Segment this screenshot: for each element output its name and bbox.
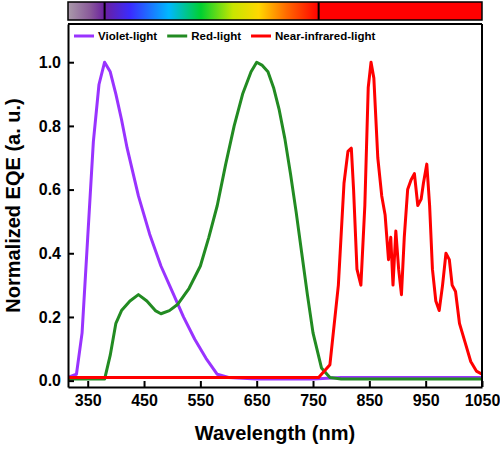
series-line bbox=[68, 62, 482, 379]
tick: 350 bbox=[75, 381, 102, 409]
legend-item: Violet-light bbox=[74, 30, 157, 42]
tick-mark bbox=[200, 381, 202, 387]
tick-label: 650 bbox=[244, 392, 271, 409]
tick-mark bbox=[68, 189, 74, 191]
tick: 850 bbox=[356, 381, 383, 409]
lines bbox=[68, 62, 482, 379]
legend-label: Near-infrared-light bbox=[275, 30, 375, 42]
tick-label: 850 bbox=[356, 392, 383, 409]
tick-label: 0.8 bbox=[39, 118, 61, 135]
tick-mark bbox=[144, 381, 146, 387]
tick: 650 bbox=[244, 381, 271, 409]
spectrum-edge bbox=[318, 2, 320, 20]
tick-label: 950 bbox=[413, 392, 440, 409]
axis-line bbox=[68, 25, 70, 388]
plot-area: 350 450 550 650 750 850 950 1050 0.0 0.2 0.4 0.6 0.8… bbox=[39, 2, 500, 409]
tick-mark bbox=[369, 381, 371, 387]
chart-container: 350 450 550 650 750 850 950 1050 0.0 0.2 0.4 0.6 0.8… bbox=[0, 0, 500, 450]
legend: Violet-light Red-light Near-infrared-light bbox=[74, 30, 376, 42]
series-line bbox=[68, 62, 482, 379]
tick-mark bbox=[68, 125, 74, 127]
tick-label: 1050 bbox=[465, 392, 500, 409]
tick-mark bbox=[313, 381, 315, 387]
legend-swatch bbox=[74, 35, 94, 38]
axis-line bbox=[69, 387, 483, 389]
spectrum-edge bbox=[104, 2, 106, 20]
tick-label: 0.4 bbox=[39, 245, 61, 262]
tick: 1.0 bbox=[39, 54, 74, 71]
spectrum-bar bbox=[68, 2, 482, 20]
tick-label: 350 bbox=[75, 392, 102, 409]
tick-mark bbox=[87, 381, 89, 387]
spectrum-strip bbox=[68, 2, 482, 20]
tick: 950 bbox=[413, 381, 440, 409]
legend-label: Red-light bbox=[191, 30, 241, 42]
frame-top bbox=[68, 23, 482, 25]
tick: 0.4 bbox=[39, 245, 74, 262]
chart-svg: 350 450 550 650 750 850 950 1050 0.0 0.2 0.4 0.6 0.8… bbox=[0, 0, 500, 450]
tick-label: 750 bbox=[300, 392, 327, 409]
tick-label: 550 bbox=[188, 392, 215, 409]
y-axis: 0.0 0.2 0.4 0.6 0.8 1.0 bbox=[39, 25, 74, 390]
legend-swatch bbox=[251, 35, 271, 38]
tick-label: 0.2 bbox=[39, 309, 61, 326]
tick: 750 bbox=[300, 381, 327, 409]
tick-mark bbox=[68, 253, 74, 255]
legend-item: Near-infrared-light bbox=[251, 30, 375, 42]
tick-label: 450 bbox=[131, 392, 158, 409]
tick: 0.6 bbox=[39, 181, 74, 198]
tick: 0.0 bbox=[39, 372, 74, 389]
y-axis-title: Normalized EQE (a. u.) bbox=[2, 98, 24, 312]
frame-right bbox=[481, 24, 483, 387]
tick-label: 0.0 bbox=[39, 372, 61, 389]
tick: 0.8 bbox=[39, 118, 74, 135]
series-line bbox=[68, 62, 482, 377]
x-axis: 350 450 550 650 750 850 950 1050 bbox=[69, 381, 500, 409]
tick-mark bbox=[256, 381, 258, 387]
tick-mark bbox=[425, 381, 427, 387]
tick: 0.2 bbox=[39, 309, 74, 326]
legend-label: Violet-light bbox=[98, 30, 157, 42]
tick-label: 0.6 bbox=[39, 181, 61, 198]
legend-item: Red-light bbox=[167, 30, 241, 42]
legend-swatch bbox=[167, 35, 187, 38]
tick-mark bbox=[68, 62, 74, 64]
tick: 550 bbox=[188, 381, 215, 409]
x-axis-title: Wavelength (nm) bbox=[195, 422, 355, 444]
tick-mark bbox=[68, 316, 74, 318]
tick: 450 bbox=[131, 381, 158, 409]
tick-label: 1.0 bbox=[39, 54, 61, 71]
tick-mark bbox=[68, 380, 74, 382]
